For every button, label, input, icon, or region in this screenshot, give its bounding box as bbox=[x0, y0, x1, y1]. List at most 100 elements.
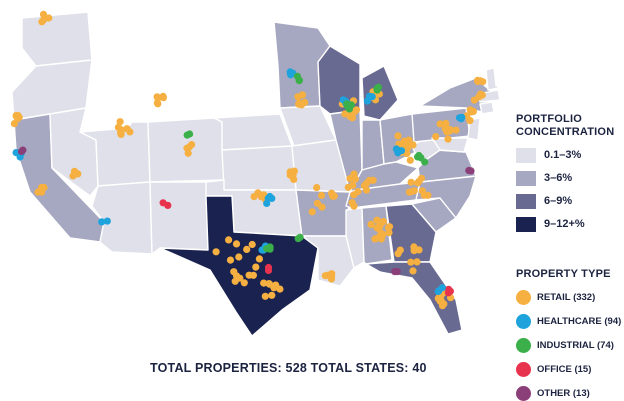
property-dot-retail bbox=[415, 246, 423, 254]
property-dot-retail bbox=[313, 184, 321, 192]
state-md bbox=[431, 137, 469, 153]
property-type-dot-icon bbox=[516, 313, 531, 329]
property-dot-retail bbox=[466, 117, 474, 125]
property-dot-retail bbox=[123, 125, 131, 133]
property-dot-industrial bbox=[186, 130, 194, 138]
concentration-swatch bbox=[516, 170, 536, 186]
concentration-label: 3–6% bbox=[544, 172, 573, 184]
property-dot-retail bbox=[407, 178, 415, 186]
property-dot-retail bbox=[432, 133, 440, 141]
property-dot-retail bbox=[308, 208, 316, 216]
state-mt bbox=[103, 9, 213, 71]
concentration-swatch bbox=[516, 193, 536, 209]
property-dot-other bbox=[465, 166, 473, 175]
property-dot-retail bbox=[469, 107, 477, 115]
property-dot-retail bbox=[349, 181, 357, 189]
property-dot-retail bbox=[231, 277, 239, 285]
property-type-label: INDUSTRIAL (74) bbox=[537, 339, 614, 351]
property-dot-retail bbox=[45, 14, 53, 22]
property-type-label: OFFICE (15) bbox=[537, 363, 592, 375]
property-dot-healthcare bbox=[368, 93, 376, 101]
property-dot-retail bbox=[12, 112, 20, 120]
property-dot-retail bbox=[385, 229, 393, 237]
property-dot-healthcare bbox=[394, 149, 402, 157]
state-wy bbox=[131, 65, 215, 123]
property-dot-retail bbox=[184, 149, 192, 157]
property-type-dot-icon bbox=[516, 361, 531, 377]
property-dot-healthcare bbox=[363, 97, 371, 105]
property-dot-retail bbox=[376, 232, 384, 240]
property-dot-retail bbox=[354, 188, 362, 196]
concentration-swatch bbox=[516, 216, 536, 232]
property-type-legend-item: HEALTHCARE (94) bbox=[516, 313, 621, 329]
property-dot-retail bbox=[260, 279, 268, 287]
property-dot-retail bbox=[261, 292, 269, 300]
property-dot-retail bbox=[373, 224, 381, 232]
property-dot-retail bbox=[268, 291, 276, 299]
property-type-dot-icon bbox=[516, 289, 531, 305]
state-nd bbox=[211, 19, 279, 67]
property-dot-healthcare bbox=[435, 287, 443, 295]
property-type-legend-item: OFFICE (15) bbox=[516, 361, 591, 377]
state-ks bbox=[221, 145, 297, 191]
property-dot-retail bbox=[295, 99, 303, 107]
property-dot-retail bbox=[225, 236, 233, 244]
state-sd bbox=[211, 65, 281, 119]
property-dot-retail bbox=[188, 141, 196, 149]
property-dot-industrial bbox=[414, 153, 422, 161]
property-dot-retail bbox=[39, 10, 48, 18]
property-dot-retail bbox=[245, 271, 253, 279]
state-az bbox=[91, 181, 153, 255]
property-dot-retail bbox=[417, 174, 426, 182]
property-dot-retail bbox=[235, 253, 243, 261]
concentration-legend-item: 0.1–3% bbox=[516, 146, 581, 164]
property-dot-retail bbox=[116, 118, 124, 126]
property-dot-retail bbox=[317, 191, 326, 199]
property-dot-retail bbox=[232, 240, 241, 248]
property-dot-retail bbox=[405, 136, 413, 144]
property-type-legend-item: OTHER (13) bbox=[516, 385, 590, 401]
property-dot-retail bbox=[396, 246, 404, 254]
property-type-legend-item: INDUSTRIAL (74) bbox=[516, 337, 614, 353]
property-dot-other bbox=[19, 146, 27, 154]
concentration-label: 6–9% bbox=[544, 195, 573, 207]
property-dot-retail bbox=[70, 167, 79, 175]
property-dot-retail bbox=[318, 203, 326, 211]
property-type-legend-item: RETAIL (332) bbox=[516, 289, 595, 305]
property-dot-healthcare bbox=[12, 149, 20, 157]
property-dot-office bbox=[444, 289, 452, 297]
property-dot-retail bbox=[270, 284, 278, 292]
property-dot-retail bbox=[346, 113, 354, 121]
property-dot-retail bbox=[409, 267, 417, 275]
property-dot-healthcare bbox=[263, 199, 271, 207]
property-type-label: OTHER (13) bbox=[537, 387, 590, 399]
property-dot-industrial bbox=[295, 77, 303, 85]
property-dot-retail bbox=[418, 187, 426, 195]
concentration-label: 9–12+% bbox=[544, 218, 585, 230]
property-dot-retail bbox=[276, 285, 284, 293]
property-dot-industrial bbox=[266, 245, 274, 253]
state-me bbox=[493, 35, 510, 87]
property-dot-retail bbox=[226, 256, 235, 264]
property-dot-retail bbox=[212, 248, 220, 256]
property-dot-retail bbox=[452, 126, 460, 134]
property-dot-retail bbox=[446, 127, 454, 135]
property-dot-retail bbox=[407, 258, 415, 266]
property-dot-retail bbox=[362, 186, 371, 194]
concentration-legend-item: 9–12+% bbox=[516, 215, 585, 233]
property-type-label: HEALTHCARE (94) bbox=[537, 315, 622, 327]
property-dot-retail bbox=[444, 135, 452, 143]
property-dot-retail bbox=[154, 100, 162, 108]
concentration-label: 0.1–3% bbox=[544, 149, 582, 161]
property-dot-retail bbox=[298, 91, 307, 99]
property-dot-industrial bbox=[296, 233, 304, 241]
property-dot-retail bbox=[248, 240, 256, 249]
property-dot-retail bbox=[341, 110, 349, 118]
concentration-legend-title: PORTFOLIO CONCENTRATION bbox=[516, 113, 615, 138]
property-dot-retail bbox=[255, 255, 263, 263]
property-dot-retail bbox=[436, 120, 444, 128]
property-dot-retail bbox=[369, 176, 377, 184]
property-dot-retail bbox=[240, 279, 248, 287]
property-dot-retail bbox=[409, 141, 417, 149]
property-dot-retail bbox=[413, 258, 421, 266]
